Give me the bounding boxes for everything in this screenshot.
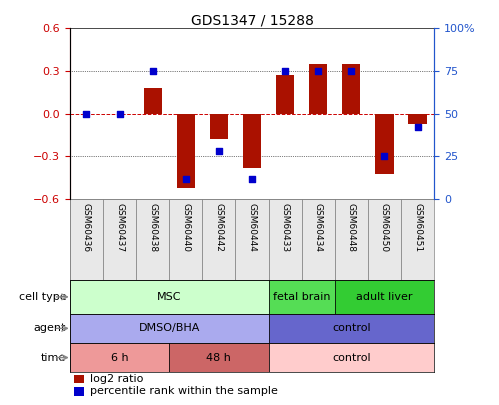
Bar [103,199,136,280]
Bar [136,199,169,280]
Text: fetal brain: fetal brain [273,292,330,302]
Bar [268,343,434,372]
Bar [202,199,236,280]
Text: GSM60448: GSM60448 [347,203,356,252]
Bar [169,343,268,372]
Point [116,111,124,117]
Point [215,148,223,155]
Bar [243,114,261,168]
Text: GSM60450: GSM60450 [380,203,389,252]
Bar [368,199,401,280]
Text: GSM60436: GSM60436 [82,203,91,252]
Text: percentile rank within the sample: percentile rank within the sample [90,386,278,396]
Text: GSM60442: GSM60442 [215,203,224,252]
Bar [210,114,228,139]
Bar [335,280,434,314]
Bar [70,280,268,314]
Bar [70,314,268,343]
Point [380,153,388,160]
Point [414,124,422,131]
Bar [70,343,169,372]
Text: adult liver: adult liver [356,292,413,302]
Bar [70,199,103,280]
Point [314,68,322,74]
Text: GSM60433: GSM60433 [280,203,289,252]
Text: cell type: cell type [18,292,66,302]
Text: agent: agent [34,323,66,333]
Text: GSM60444: GSM60444 [248,203,256,252]
Bar [276,75,294,114]
Bar [268,314,434,343]
Point [149,68,157,74]
Bar [177,114,195,188]
Bar [268,199,302,280]
Bar [144,88,162,114]
Bar [342,64,360,114]
Bar [169,199,202,280]
Text: GSM60451: GSM60451 [413,203,422,252]
Text: 6 h: 6 h [111,353,128,362]
Point [82,111,90,117]
Point [248,175,256,182]
Text: GSM60438: GSM60438 [148,203,157,252]
Point [281,68,289,74]
Text: DMSO/BHA: DMSO/BHA [139,323,200,333]
Bar [236,199,268,280]
Bar [268,280,335,314]
Text: GSM60434: GSM60434 [314,203,323,252]
Title: GDS1347 / 15288: GDS1347 / 15288 [191,13,313,27]
Bar [409,114,427,124]
Bar [302,199,335,280]
Text: GSM60440: GSM60440 [181,203,190,252]
Point [182,175,190,182]
Bar [401,199,434,280]
Text: GSM60437: GSM60437 [115,203,124,252]
Text: MSC: MSC [157,292,182,302]
Bar [375,114,394,173]
Text: control: control [332,353,371,362]
Text: control: control [332,323,371,333]
Text: 48 h: 48 h [207,353,232,362]
Bar [73,387,84,396]
Bar [73,375,84,383]
Bar [335,199,368,280]
Point [347,68,355,74]
Text: log2 ratio: log2 ratio [90,374,143,384]
Text: time: time [41,353,66,362]
Bar [309,64,327,114]
